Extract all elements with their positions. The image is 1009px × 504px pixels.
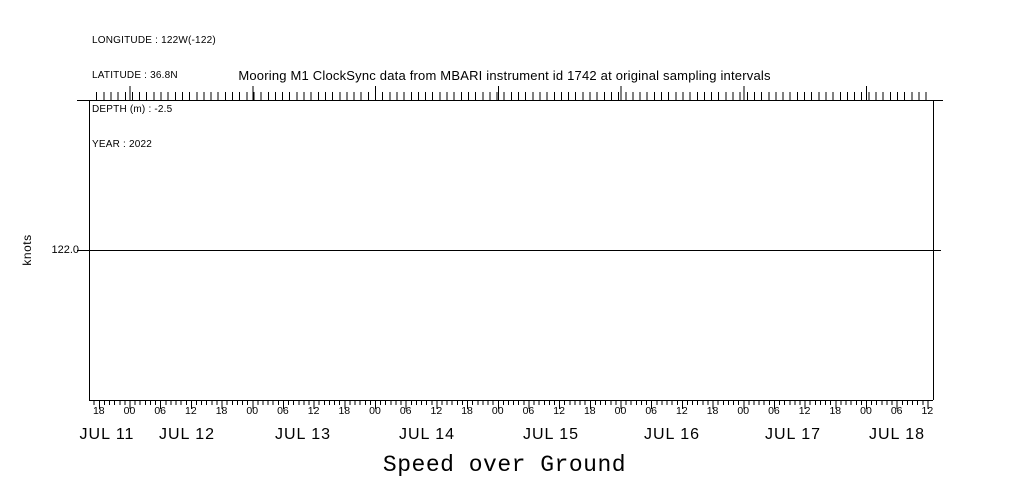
x-date-label: JUL 17 <box>765 426 821 443</box>
metadata-latitude: LATITUDE : 36.8N <box>92 69 178 81</box>
x-hour-label: 18 <box>707 405 719 417</box>
chart-title: Mooring M1 ClockSync data from MBARI ins… <box>238 68 771 83</box>
x-hour-label: 06 <box>891 405 903 417</box>
x-hour-label: 00 <box>246 405 258 417</box>
x-date-label: JUL 12 <box>159 426 215 443</box>
x-hour-label: 18 <box>216 405 228 417</box>
x-hour-label: 00 <box>737 405 749 417</box>
metadata-block: LONGITUDE : 122W(-122) LATITUDE : 36.8N … <box>92 12 216 173</box>
x-hour-label: 00 <box>124 405 136 417</box>
x-hour-label: 12 <box>676 405 688 417</box>
x-date-label: JUL 15 <box>523 426 579 443</box>
x-date-label: JUL 18 <box>869 426 925 443</box>
x-hour-label: 00 <box>492 405 504 417</box>
x-date-label: JUL 16 <box>644 426 700 443</box>
x-hour-label: 12 <box>799 405 811 417</box>
x-hour-label: 18 <box>829 405 841 417</box>
x-date-label: JUL 11 <box>80 426 135 443</box>
x-hour-label: 06 <box>523 405 535 417</box>
x-hour-label: 00 <box>615 405 627 417</box>
metadata-year: YEAR : 2022 <box>92 138 153 150</box>
x-hour-label: 12 <box>431 405 443 417</box>
x-hour-label: 12 <box>553 405 565 417</box>
x-date-label: JUL 13 <box>275 426 331 443</box>
x-hour-label: 18 <box>461 405 473 417</box>
x-hour-label: 00 <box>369 405 381 417</box>
x-hour-label: 06 <box>645 405 657 417</box>
x-hour-label: 00 <box>860 405 872 417</box>
bottom-title: Speed over Ground <box>382 452 627 478</box>
x-hour-label: 06 <box>277 405 289 417</box>
x-hour-label: 06 <box>400 405 412 417</box>
x-hour-label: 06 <box>154 405 166 417</box>
x-hour-label: 18 <box>584 405 596 417</box>
x-hour-label: 18 <box>338 405 350 417</box>
metadata-depth: DEPTH (m) : -2.5 <box>92 104 173 115</box>
metadata-longitude: LONGITUDE : 122W(-122) <box>92 35 216 46</box>
x-hour-label: 06 <box>768 405 780 417</box>
x-hour-label: 18 <box>93 405 105 417</box>
y-tick-label: 122.0 <box>51 244 79 256</box>
x-hour-label: 12 <box>185 405 197 417</box>
x-hour-label: 12 <box>308 405 320 417</box>
x-hour-label: 12 <box>922 405 934 417</box>
x-date-label: JUL 14 <box>399 426 455 443</box>
